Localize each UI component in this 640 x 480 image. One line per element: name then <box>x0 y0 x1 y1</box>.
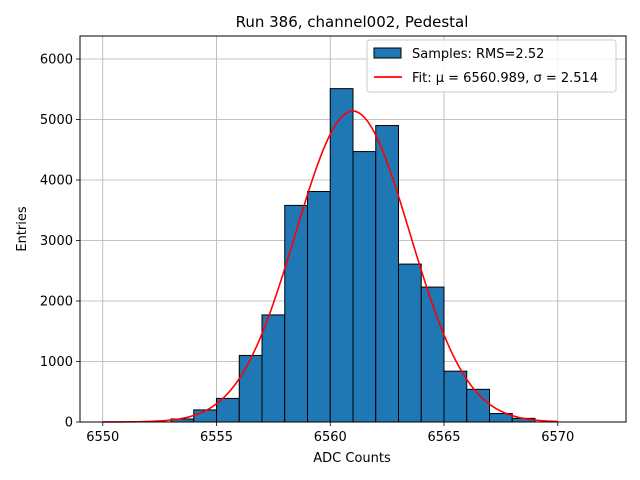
histogram-bar <box>238 354 263 423</box>
x-tick-label: 6555 <box>200 430 233 445</box>
fit-curve <box>102 110 558 423</box>
y-axis: 0 1000 2000 3000 4000 5000 6000 <box>40 52 80 431</box>
y-tick-label: 2000 <box>40 294 73 309</box>
x-tick-label: 6560 <box>314 430 347 445</box>
chart-title: Run 386, channel002, Pedestal <box>236 13 469 31</box>
y-tick-label: 5000 <box>40 113 73 128</box>
histogram-bar <box>261 314 286 423</box>
x-tick-label: 6570 <box>541 430 574 445</box>
y-tick-label: 6000 <box>40 52 73 67</box>
y-axis-label: Entries <box>15 206 30 252</box>
histogram-bars <box>170 88 536 423</box>
legend: Samples: RMS=2.52 Fit: μ = 6560.989, σ =… <box>366 39 617 93</box>
histogram-bar <box>284 204 308 423</box>
legend-histogram-label: Samples: RMS=2.52 <box>412 47 544 62</box>
histogram-bar <box>375 125 399 423</box>
y-tick-label: 4000 <box>40 173 73 188</box>
y-tick-label: 1000 <box>40 355 73 370</box>
fit-curve-group <box>102 110 558 423</box>
x-tick-label: 6550 <box>86 430 119 445</box>
histogram-bar <box>307 190 331 423</box>
legend-fit-label: Fit: μ = 6560.989, σ = 2.514 <box>412 71 598 86</box>
histogram-bar <box>398 263 422 423</box>
plot-frame <box>79 35 627 423</box>
legend-box <box>366 39 617 93</box>
y-tick-label: 3000 <box>40 234 73 249</box>
histogram-bar <box>420 286 445 423</box>
histogram-bar <box>352 151 377 423</box>
x-axis: 6550 6555 6560 6565 6570 <box>86 422 574 445</box>
y-tick-label: 0 <box>65 416 73 431</box>
histogram-bar <box>329 88 354 423</box>
legend-histogram-swatch <box>373 47 402 59</box>
x-axis-label: ADC Counts <box>313 451 391 466</box>
histogram-bar <box>443 370 468 423</box>
x-tick-label: 6565 <box>427 430 460 445</box>
